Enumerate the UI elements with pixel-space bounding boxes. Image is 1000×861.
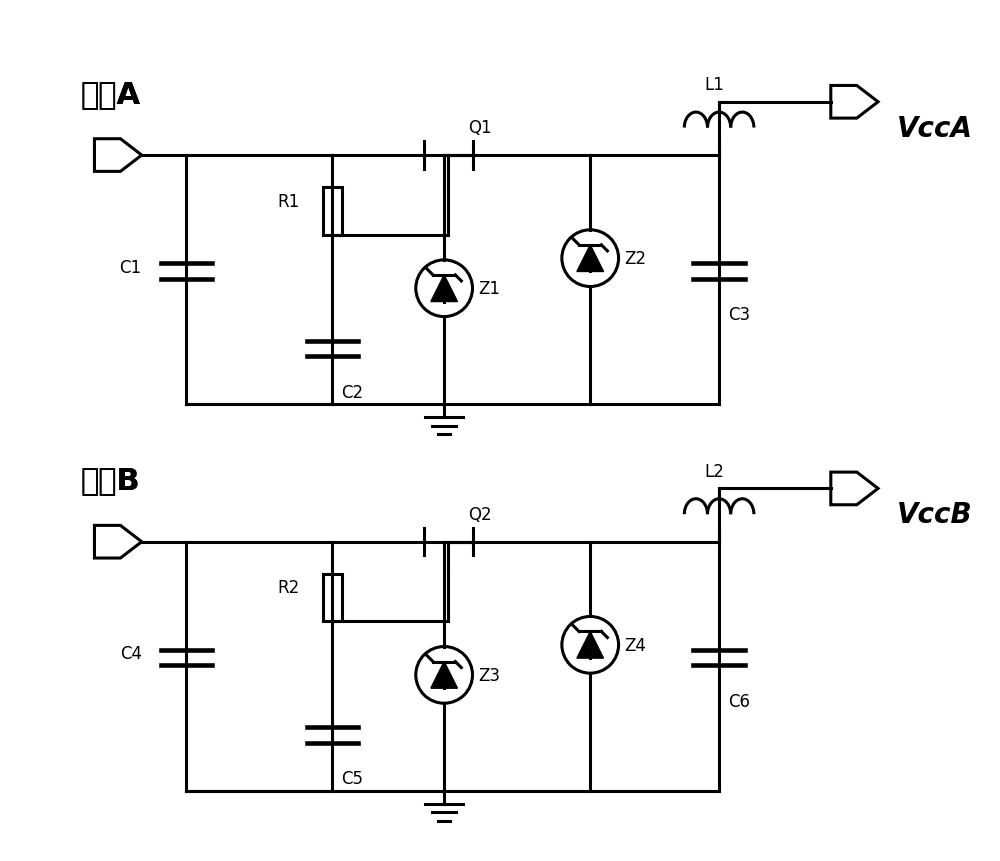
Text: C2: C2 <box>341 383 363 401</box>
Text: L1: L1 <box>705 76 725 94</box>
Bar <box>323 188 342 235</box>
Text: 电源A: 电源A <box>81 80 141 108</box>
Polygon shape <box>577 632 604 659</box>
Text: C4: C4 <box>120 645 142 663</box>
Text: 电源B: 电源B <box>81 466 140 495</box>
Text: Z2: Z2 <box>625 250 647 268</box>
Text: 电源A: 电源A <box>81 80 141 108</box>
Text: Z1: Z1 <box>479 280 501 298</box>
Text: L2: L2 <box>705 462 725 480</box>
Polygon shape <box>431 662 457 689</box>
Text: VccB: VccB <box>897 500 973 529</box>
Text: C5: C5 <box>341 770 363 788</box>
Bar <box>323 574 342 622</box>
Text: Z3: Z3 <box>479 666 501 684</box>
Text: R1: R1 <box>278 192 300 210</box>
Text: Q2: Q2 <box>468 505 492 523</box>
Text: C1: C1 <box>120 258 142 276</box>
Text: Q1: Q1 <box>468 119 492 137</box>
Text: Z4: Z4 <box>625 636 646 654</box>
Polygon shape <box>431 276 457 302</box>
Text: R2: R2 <box>278 579 300 597</box>
Text: 电源B: 电源B <box>81 466 140 495</box>
Text: VccA: VccA <box>897 115 973 142</box>
Text: C3: C3 <box>728 306 750 324</box>
Polygon shape <box>577 245 604 272</box>
Text: C6: C6 <box>728 692 750 710</box>
